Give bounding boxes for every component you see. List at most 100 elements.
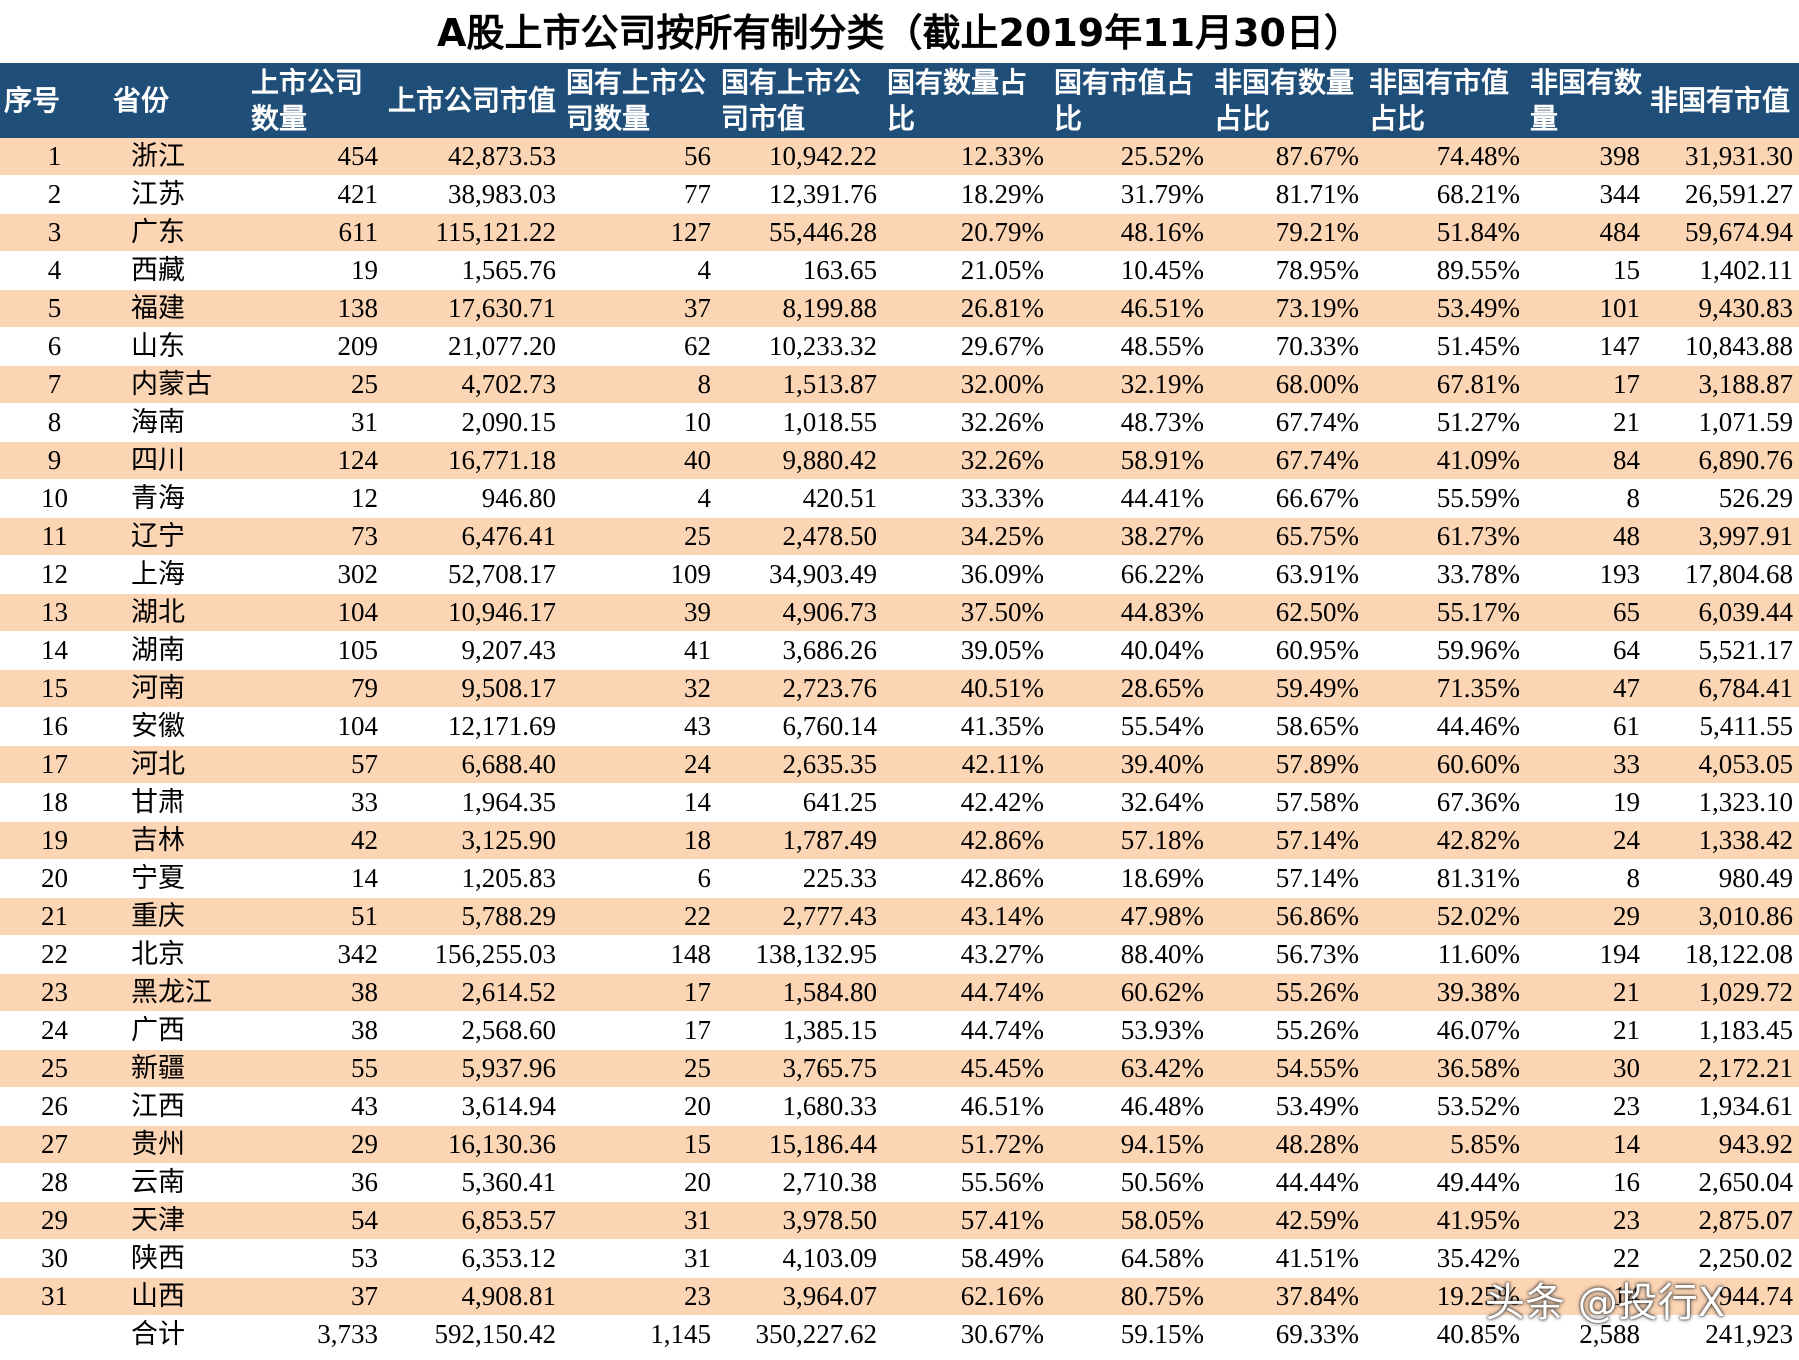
cell: 24 (562, 745, 717, 784)
cell: 38 (247, 973, 384, 1012)
cell: 1,934.61 (1646, 1087, 1799, 1126)
cell: 26,591.27 (1646, 175, 1799, 214)
cell: 104 (247, 707, 384, 746)
cell: 58.91% (1050, 441, 1210, 480)
table-row: 16 安徽 104 12,171.69 43 6,760.14 41.35% 55.54% 58… (0, 707, 1799, 746)
cell: 河南 (109, 669, 247, 708)
cell: 40 (562, 441, 717, 480)
cell: 66.67% (1210, 479, 1365, 518)
cell: 46.51% (883, 1087, 1050, 1126)
cell: 34.25% (883, 517, 1050, 556)
cell: 21 (0, 897, 109, 936)
table-row: 21 重庆 51 5,788.29 22 2,777.43 43.14% 47.98% 56.8… (0, 897, 1799, 936)
cell: 70.33% (1210, 327, 1365, 366)
cell: 广东 (109, 213, 247, 252)
cell: 14 (562, 783, 717, 822)
cell: 33.33% (883, 479, 1050, 518)
cell: 39.40% (1050, 745, 1210, 784)
cell: 4 (0, 251, 109, 290)
cell: 陕西 (109, 1239, 247, 1278)
cell: 63.42% (1050, 1049, 1210, 1088)
cell: 四川 (109, 441, 247, 480)
cell: 156,255.03 (384, 935, 562, 974)
cell: 73 (247, 517, 384, 556)
cell: 河北 (109, 745, 247, 784)
cell: 36 (247, 1163, 384, 1202)
cell: 3,686.26 (717, 631, 883, 670)
cell: 30 (0, 1239, 109, 1278)
cell: 56.73% (1210, 935, 1365, 974)
cell: 28 (0, 1163, 109, 1202)
table-row: 14 湖南 105 9,207.43 41 3,686.26 39.05% 40.04% 60.… (0, 631, 1799, 670)
table-row: 2 江苏 421 38,983.03 77 12,391.76 18.29% 31.79% 81… (0, 175, 1799, 214)
cell: 6,476.41 (384, 517, 562, 556)
cell: 32.64% (1050, 783, 1210, 822)
cell: 12 (0, 555, 109, 594)
cell: 59.96% (1365, 631, 1526, 670)
cell: 21 (1526, 973, 1646, 1012)
cell: 41.51% (1210, 1239, 1365, 1278)
cell: 1,018.55 (717, 403, 883, 442)
cell: 79 (247, 669, 384, 708)
cell: 3,765.75 (717, 1049, 883, 1088)
cell: 2,090.15 (384, 403, 562, 442)
cell: 42.42% (883, 783, 1050, 822)
table-row: 31 山西 37 4,908.81 23 3,964.07 62.16% 80.75% 37.8… (0, 1277, 1799, 1316)
cell: 2,635.35 (717, 745, 883, 784)
cell: 21 (1526, 1011, 1646, 1050)
cell: 湖北 (109, 593, 247, 632)
cell: 44.83% (1050, 593, 1210, 632)
cell: 56 (562, 138, 717, 176)
cell: 25 (0, 1049, 109, 1088)
cell: 天津 (109, 1201, 247, 1240)
cell: 124 (247, 441, 384, 480)
cell: 241,923 (1646, 1315, 1799, 1354)
cell: 1,145 (562, 1315, 717, 1354)
cell: 138 (247, 289, 384, 328)
cell: 946.80 (384, 479, 562, 518)
cell: 66.22% (1050, 555, 1210, 594)
cell: 80.75% (1050, 1277, 1210, 1316)
cell: 47.98% (1050, 897, 1210, 936)
cell: 420.51 (717, 479, 883, 518)
cell: 24 (0, 1011, 109, 1050)
cell: 115,121.22 (384, 213, 562, 252)
cell: 42.82% (1365, 821, 1526, 860)
cell: 17 (0, 745, 109, 784)
cell: 10,843.88 (1646, 327, 1799, 366)
cell: 89.55% (1365, 251, 1526, 290)
cell: 2,875.07 (1646, 1201, 1799, 1240)
cell: 23 (1526, 1201, 1646, 1240)
table-row: 26 江西 43 3,614.94 20 1,680.33 46.51% 46.48% 53.4… (0, 1087, 1799, 1126)
cell: 55.26% (1210, 973, 1365, 1012)
cell: 1,964.35 (384, 783, 562, 822)
cell: 6 (0, 327, 109, 366)
cell: 48.73% (1050, 403, 1210, 442)
cell: 34,903.49 (717, 555, 883, 594)
cell: 51.45% (1365, 327, 1526, 366)
cell: 12,171.69 (384, 707, 562, 746)
cell: 2,710.38 (717, 1163, 883, 1202)
cell: 16,130.36 (384, 1125, 562, 1164)
cell: 342 (247, 935, 384, 974)
cell: 19 (247, 251, 384, 290)
cell: 54.55% (1210, 1049, 1365, 1088)
cell: 15,186.44 (717, 1125, 883, 1164)
cell: 4,906.73 (717, 593, 883, 632)
cell: 592,150.42 (384, 1315, 562, 1354)
cell: 20.79% (883, 213, 1050, 252)
cell: 8 (1526, 479, 1646, 518)
cell: 33.78% (1365, 555, 1526, 594)
cell: 3,188.87 (1646, 365, 1799, 404)
cell: 3,964.07 (717, 1277, 883, 1316)
header-cell: 国有数量占比 (883, 63, 1050, 138)
cell: 1,402.11 (1646, 251, 1799, 290)
title: A股上市公司按所有制分类（截止2019年11月30日） (437, 11, 1362, 55)
cell: 55,446.28 (717, 213, 883, 252)
cell: 57.41% (883, 1201, 1050, 1240)
cell: 57.89% (1210, 745, 1365, 784)
table-row: 8 海南 31 2,090.15 10 1,018.55 32.26% 48.73% 67.74… (0, 403, 1799, 442)
cell: 51 (247, 897, 384, 936)
cell: 22 (1526, 1239, 1646, 1278)
cell: 17,630.71 (384, 289, 562, 328)
